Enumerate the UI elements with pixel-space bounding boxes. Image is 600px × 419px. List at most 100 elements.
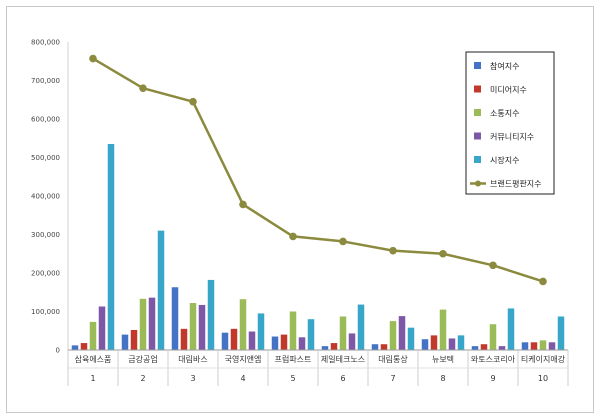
bar bbox=[530, 342, 538, 350]
bar bbox=[289, 311, 297, 350]
bar bbox=[157, 230, 165, 350]
x-tick-label: 뉴보텍 bbox=[432, 354, 454, 364]
legend-label: 시장지수 bbox=[490, 155, 519, 165]
line-point bbox=[489, 261, 497, 270]
line-point bbox=[139, 84, 147, 92]
y-tick-label: 800,000 bbox=[31, 39, 60, 47]
bar bbox=[521, 342, 529, 350]
bar bbox=[439, 309, 447, 350]
bar bbox=[471, 346, 479, 350]
bar bbox=[330, 343, 338, 350]
rank-label: 8 bbox=[440, 374, 445, 383]
bar bbox=[557, 316, 565, 350]
legend-box bbox=[465, 51, 555, 195]
bar bbox=[280, 334, 288, 350]
bar bbox=[71, 345, 79, 350]
bar bbox=[98, 306, 106, 350]
y-tick-label: 700,000 bbox=[31, 77, 60, 85]
bar bbox=[139, 298, 147, 350]
bar bbox=[189, 303, 197, 350]
line-point bbox=[89, 54, 97, 63]
bar bbox=[448, 338, 456, 350]
legend-label: 참여지수 bbox=[490, 61, 519, 71]
line-series bbox=[89, 54, 547, 286]
line-point bbox=[339, 237, 347, 246]
x-tick-label: 대림통상 bbox=[378, 354, 408, 364]
y-tick-label: 500,000 bbox=[31, 154, 60, 162]
bar bbox=[430, 335, 438, 350]
bar bbox=[171, 287, 179, 350]
bar bbox=[348, 333, 356, 350]
bar bbox=[230, 328, 238, 350]
rank-label: 10 bbox=[538, 374, 548, 383]
bar bbox=[221, 332, 229, 350]
x-tick-label: 프럼파스트 bbox=[275, 355, 312, 364]
line-point bbox=[439, 249, 447, 258]
legend-label: 커뮤니티지수 bbox=[490, 132, 534, 142]
bar bbox=[257, 313, 265, 350]
bar bbox=[89, 321, 97, 350]
rank-label: 2 bbox=[140, 374, 145, 383]
line-point bbox=[389, 246, 397, 255]
rank-label: 4 bbox=[240, 374, 245, 383]
bar bbox=[371, 344, 379, 350]
bar bbox=[507, 308, 515, 350]
legend-swatch bbox=[474, 132, 481, 140]
legend-swatch bbox=[474, 156, 481, 163]
line-point bbox=[539, 277, 547, 286]
bar bbox=[198, 304, 206, 350]
bar bbox=[248, 331, 256, 350]
bar bbox=[398, 316, 406, 350]
rank-label: 9 bbox=[490, 374, 495, 383]
line-point bbox=[189, 97, 197, 106]
bar bbox=[457, 335, 465, 350]
x-tick-label: 삼육에스품 bbox=[75, 354, 112, 364]
legend-label: 소통지수 bbox=[490, 109, 519, 118]
rank-label: 6 bbox=[340, 374, 345, 383]
line-point bbox=[239, 200, 247, 209]
bar bbox=[480, 344, 488, 350]
bar bbox=[307, 319, 315, 350]
y-tick-label: 200,000 bbox=[31, 270, 60, 278]
bar bbox=[207, 279, 215, 350]
bar bbox=[380, 344, 388, 350]
x-tick-label: 대림바스 bbox=[178, 354, 207, 364]
bar bbox=[339, 316, 347, 350]
bar bbox=[498, 346, 506, 350]
bar bbox=[107, 144, 115, 350]
bar bbox=[121, 334, 129, 350]
y-tick-label: 600,000 bbox=[31, 116, 60, 124]
bar bbox=[271, 336, 279, 350]
x-tick-label: 제일테크노스 bbox=[321, 355, 365, 364]
bar bbox=[539, 340, 547, 350]
legend-label: 미디어지수 bbox=[490, 85, 527, 95]
bar bbox=[548, 342, 556, 350]
legend-swatch bbox=[474, 109, 481, 116]
bar bbox=[357, 304, 365, 350]
bar bbox=[389, 321, 397, 350]
bar bbox=[321, 346, 329, 350]
bar bbox=[80, 343, 88, 350]
bar bbox=[421, 339, 429, 350]
y-tick-label: 400,000 bbox=[31, 193, 60, 201]
rank-label: 1 bbox=[90, 374, 95, 383]
legend-swatch bbox=[474, 85, 481, 93]
x-tick-label: 국영지앤엠 bbox=[225, 354, 262, 364]
y-tick-label: 300,000 bbox=[31, 231, 60, 239]
line-point bbox=[289, 232, 297, 241]
x-axis: 삼육에스품 1 금강공업 2 대림바스 3 국영지앤엠 4 프럼파스트 5 제일테크노스 6 대림통상 7… bbox=[67, 349, 569, 386]
x-tick-label: 금강공업 bbox=[128, 354, 157, 364]
y-axis: 0 100,000 200,000 300,000 400,000 500,000 600,… bbox=[31, 39, 69, 355]
bar bbox=[180, 328, 188, 350]
legend-line-marker bbox=[475, 180, 481, 187]
bar bbox=[130, 329, 138, 350]
legend-label: 브랜드평판지수 bbox=[490, 179, 542, 189]
rank-label: 7 bbox=[390, 374, 395, 383]
y-tick-label: 0 bbox=[56, 347, 60, 355]
bar bbox=[489, 324, 497, 350]
rank-label: 3 bbox=[190, 374, 195, 383]
bar-series bbox=[71, 144, 565, 350]
bar bbox=[407, 327, 415, 350]
